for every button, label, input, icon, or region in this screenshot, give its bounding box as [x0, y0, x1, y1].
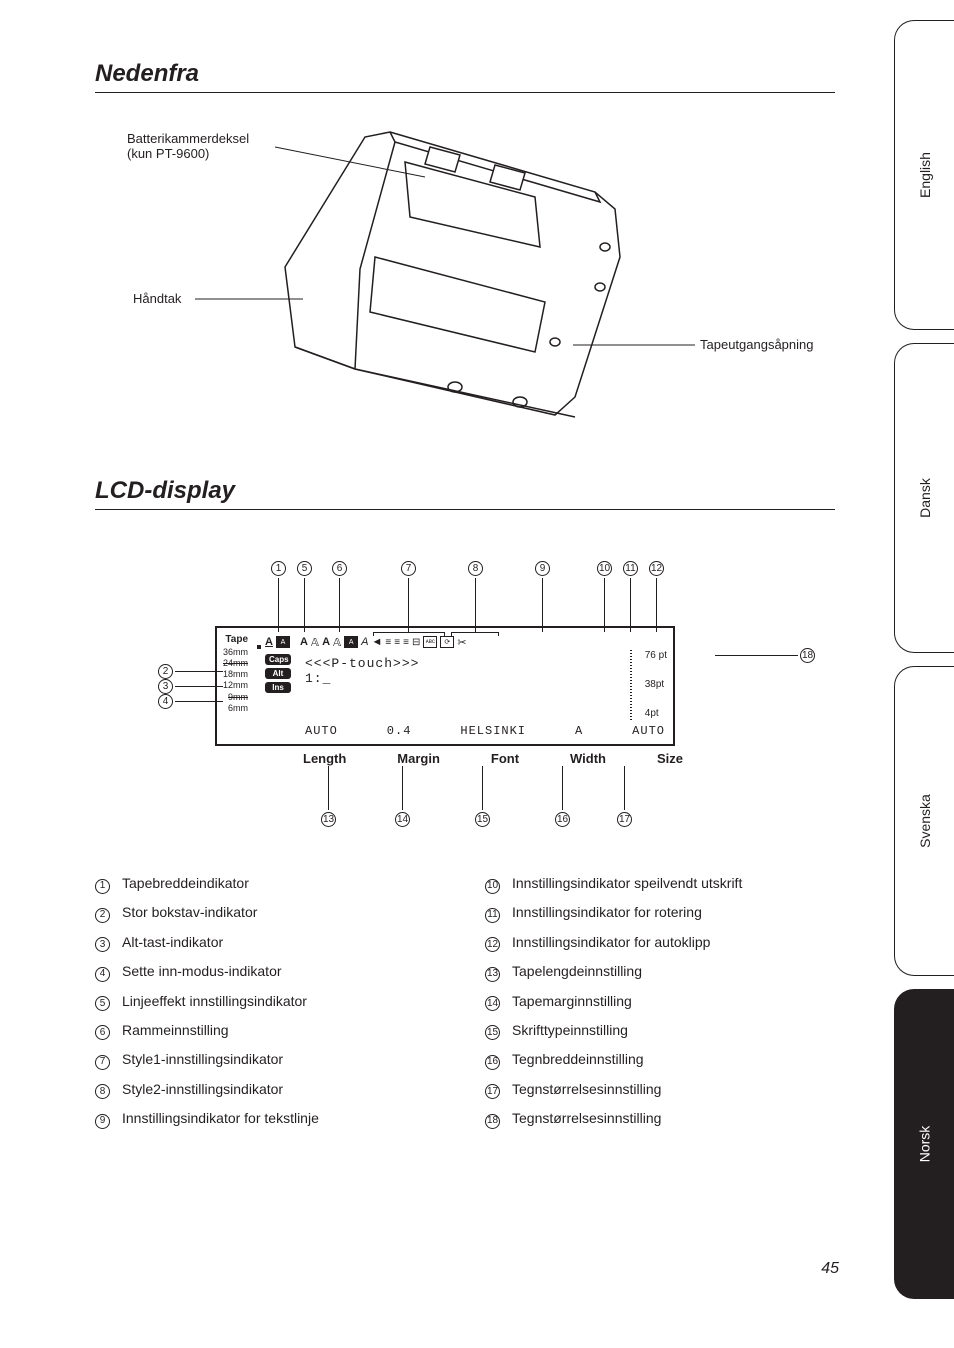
lcd-indicator-row: A A A 𝔸 A 𝔸 A A ◄ ≡ ≡ ≡ ⊟ ᴀʙᴄ ⟳ ✂ — [265, 633, 665, 651]
section-title-lcd: LCD-display — [95, 477, 835, 510]
lcd-bottom-values: AUTO 0.4 HELSINKI A AUTO — [305, 724, 665, 738]
lcd-screen: Tape 36mm 24mm 18mm 12mm 9mm 6mm A A A 𝔸… — [215, 626, 675, 746]
callout-18: 18 — [800, 648, 815, 663]
pt-scale: 76 pt 38pt 4pt — [645, 650, 667, 719]
callout-1: 1 — [271, 561, 286, 576]
lang-tab-svenska[interactable]: Svenska — [894, 666, 954, 976]
device-svg — [95, 117, 835, 427]
lcd-diagram: 1 5 6 7 8 9 10 11 12 2 3 4 18 13 14 15 1… — [95, 534, 835, 844]
callout-6: 6 — [332, 561, 347, 576]
callout-14: 14 — [395, 812, 410, 827]
label-handle: Håndtak — [133, 291, 181, 306]
section-title-nedenfra: Nedenfra — [95, 60, 835, 93]
tape-marker — [257, 645, 261, 649]
callout-7: 7 — [401, 561, 416, 576]
callout-12: 12 — [649, 561, 664, 576]
lang-tab-dansk[interactable]: Dansk — [894, 343, 954, 653]
lang-tab-norsk[interactable]: Norsk — [894, 989, 954, 1299]
callout-16: 16 — [555, 812, 570, 827]
lcd-mode-pills: Caps Alt Ins — [265, 654, 291, 696]
callout-15: 15 — [475, 812, 490, 827]
lcd-column-labels: Length Margin Font Width Size — [303, 751, 683, 766]
callout-5: 5 — [297, 561, 312, 576]
callout-11: 11 — [623, 561, 638, 576]
callout-3: 3 — [158, 679, 173, 694]
callout-13: 13 — [321, 812, 336, 827]
lcd-text-content: <<<P-touch>>> 1:_ — [305, 656, 419, 686]
callout-9: 9 — [535, 561, 550, 576]
label-tape-exit: Tapeutgangsåpning — [700, 337, 814, 352]
page-content: Nedenfra — [95, 60, 835, 1134]
lang-tab-english[interactable]: English — [894, 20, 954, 330]
legend-right-column: 10Innstillingsindikator speilvendt utskr… — [485, 869, 835, 1134]
callout-8: 8 — [468, 561, 483, 576]
device-bottom-diagram: Batterikammerdeksel (kun PT-9600) Håndta… — [95, 117, 835, 427]
callout-2: 2 — [158, 664, 173, 679]
page-number: 45 — [821, 1260, 839, 1278]
language-tabs: English Dansk Svenska Norsk — [894, 20, 954, 1312]
tape-size-indicator: Tape 36mm 24mm 18mm 12mm 9mm 6mm — [223, 634, 248, 714]
callout-4: 4 — [158, 694, 173, 709]
lcd-legend: 1Tapebreddeindikator 2Stor bokstav-indik… — [95, 869, 835, 1134]
label-battery-cover: Batterikammerdeksel (kun PT-9600) — [127, 131, 249, 161]
callout-17: 17 — [617, 812, 632, 827]
callout-10: 10 — [597, 561, 612, 576]
legend-left-column: 1Tapebreddeindikator 2Stor bokstav-indik… — [95, 869, 445, 1134]
